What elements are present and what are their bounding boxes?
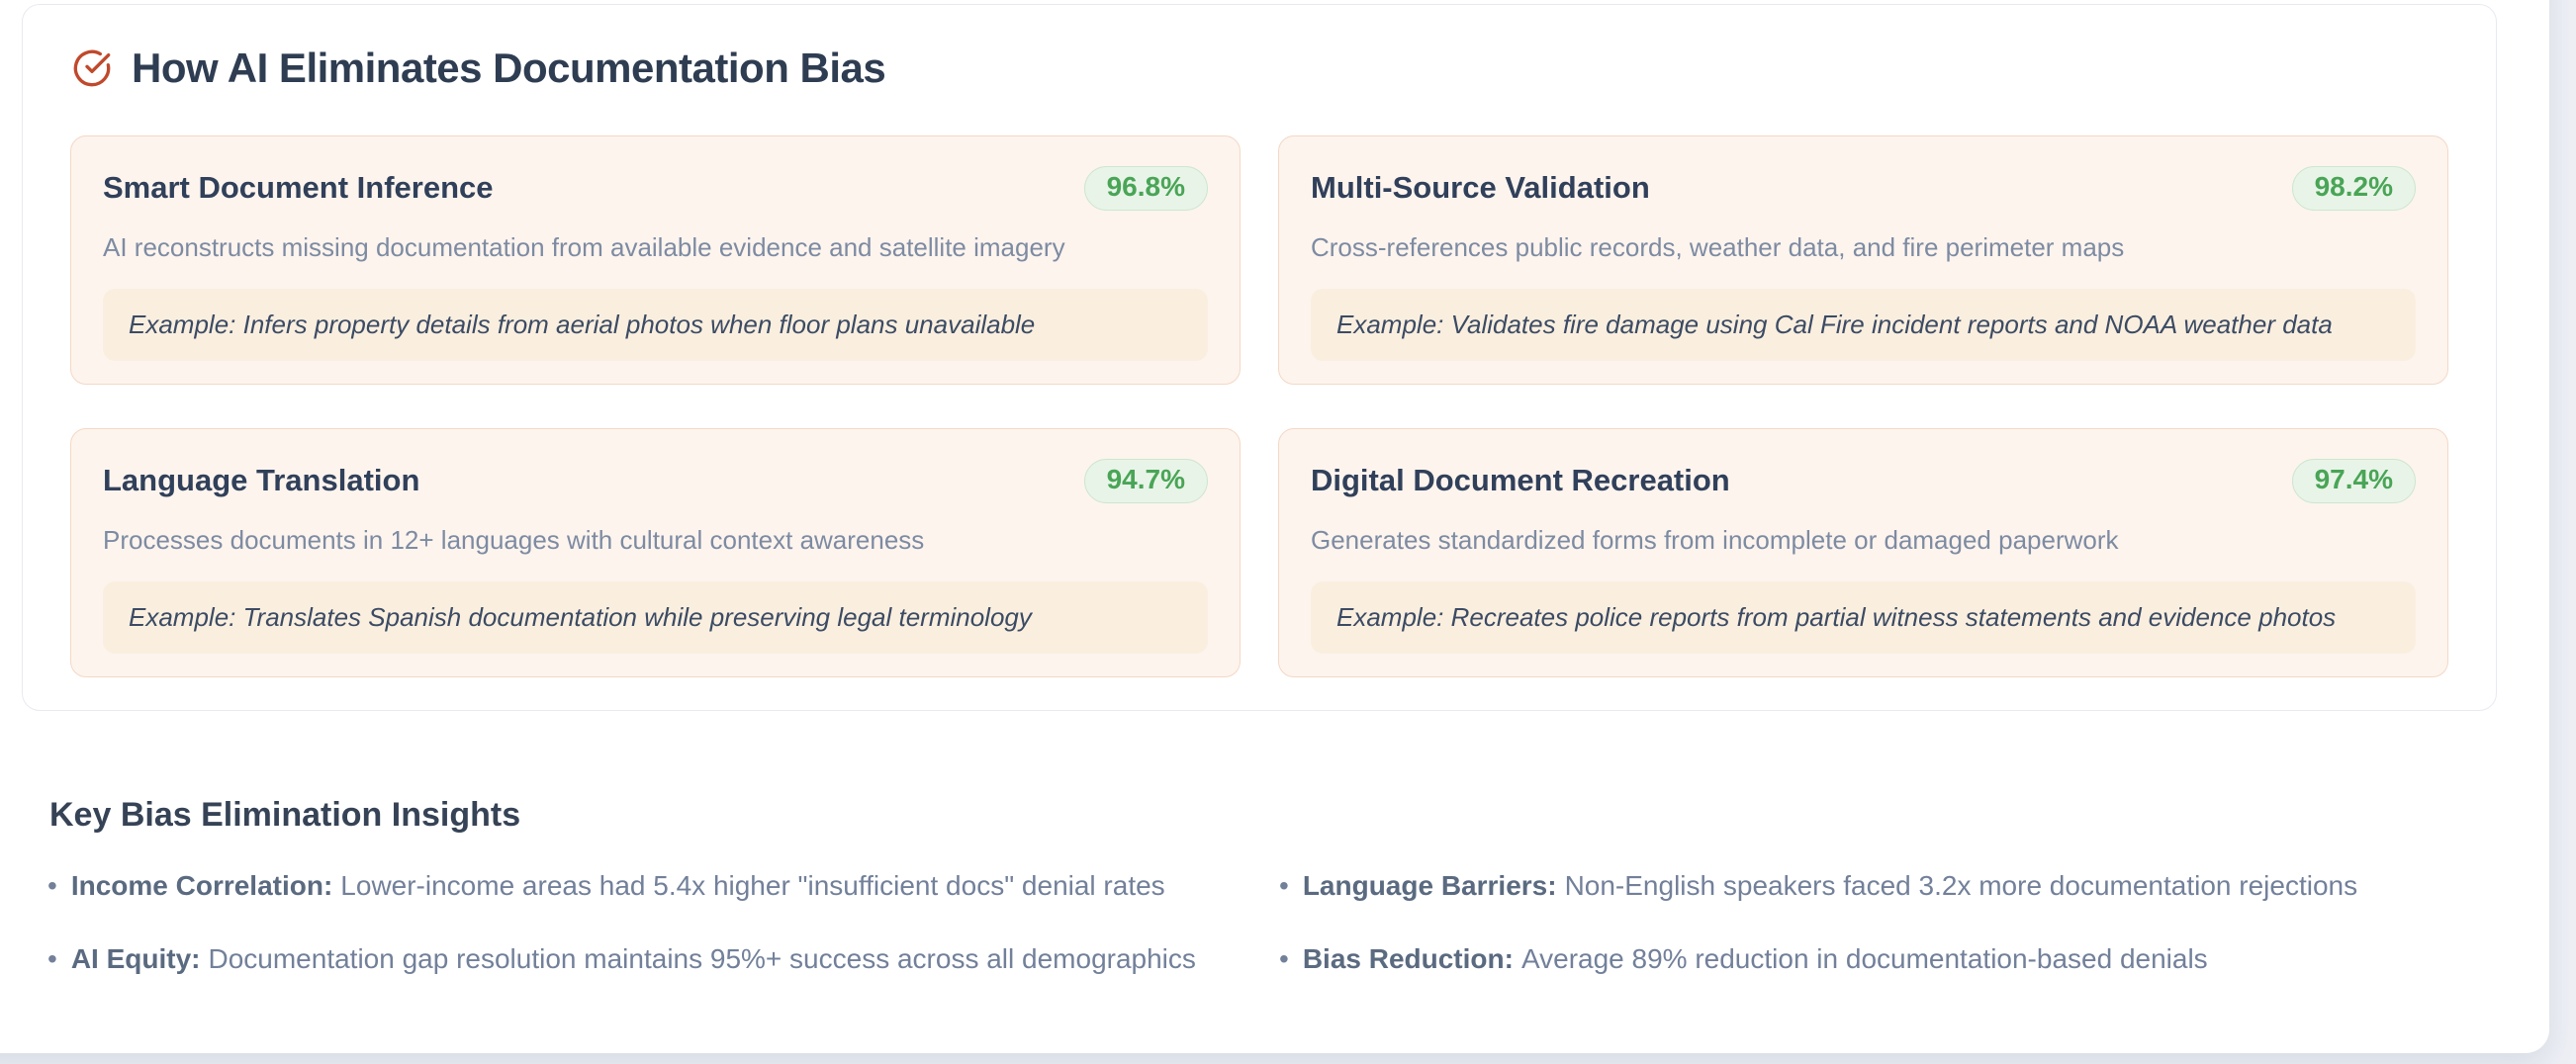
panel-title: How AI Eliminates Documentation Bias [132,44,886,91]
panel-title-row: How AI Eliminates Documentation Bias [72,44,2448,91]
insight-language-barriers: • Language Barriers: Non-English speakers … [1279,867,2529,905]
card-header: Multi-Source Validation 98.2% [1311,166,2416,211]
card-title: Multi-Source Validation [1311,170,1650,206]
insights-list: • Income Correlation: Lower-income areas h… [47,867,2529,978]
insight-text: Documentation gap resolution maintains 9… [208,942,1196,974]
feature-card-digital-document-recreation: Digital Document Recreation 97.4% Genera… [1278,428,2448,678]
insight-ai-equity: • AI Equity: Documentation gap resolution … [47,940,1279,978]
card-example: Example: Infers property details from ae… [103,289,1208,362]
feature-card-multi-source-validation: Multi-Source Validation 98.2% Cross-refe… [1278,135,2448,386]
card-title: Language Translation [103,463,420,498]
insight-bias-reduction: • Bias Reduction: Average 89% reduction in… [1279,940,2529,978]
feature-card-grid: Smart Document Inference 96.8% AI recons… [70,135,2448,678]
card-title: Smart Document Inference [103,170,494,206]
card-description: Cross-references public records, weather… [1311,231,2125,262]
insight-label: AI Equity: [70,942,201,974]
insight-label: Income Correlation: [70,869,333,901]
accuracy-badge: 96.8% [1083,166,1208,211]
card-header: Language Translation 94.7% [103,459,1208,503]
card-example: Example: Validates fire damage using Cal… [1311,289,2416,362]
card-example: Example: Recreates police reports from p… [1311,581,2416,655]
bullet-icon: • [1279,869,1289,901]
accuracy-badge: 98.2% [2291,166,2416,211]
bullet-icon: • [1279,942,1289,974]
bullet-icon: • [47,869,57,901]
feature-card-smart-document-inference: Smart Document Inference 96.8% AI recons… [70,135,1241,386]
insight-text: Non-English speakers faced 3.2x more doc… [1564,869,2358,901]
insight-text: Lower-income areas had 5.4x higher "insu… [340,869,1165,901]
card-description: Generates standardized forms from incomp… [1311,524,2119,555]
bullet-icon: • [47,942,57,974]
check-circle-icon [72,48,112,88]
card-title: Digital Document Recreation [1311,463,1730,498]
card-header: Smart Document Inference 96.8% [103,166,1208,211]
card-description: AI reconstructs missing documentation fr… [103,231,1065,262]
accuracy-badge: 97.4% [2291,459,2416,503]
accuracy-badge: 94.7% [1083,459,1208,503]
insight-label: Language Barriers: [1302,869,1557,901]
insight-label: Bias Reduction: [1302,942,1514,974]
feature-card-language-translation: Language Translation 94.7% Processes doc… [70,428,1241,678]
insight-income-correlation: • Income Correlation: Lower-income areas h… [47,867,1279,905]
ai-documentation-bias-panel: How AI Eliminates Documentation Bias Sma… [22,4,2497,711]
card-description: Processes documents in 12+ languages wit… [103,524,925,555]
card-example: Example: Translates Spanish documentatio… [103,581,1208,655]
insight-text: Average 89% reduction in documentation-b… [1520,942,2208,974]
card-header: Digital Document Recreation 97.4% [1311,459,2416,503]
key-bias-elimination-insights: Key Bias Elimination Insights • Income Co… [47,795,2529,977]
insights-heading: Key Bias Elimination Insights [49,796,521,834]
